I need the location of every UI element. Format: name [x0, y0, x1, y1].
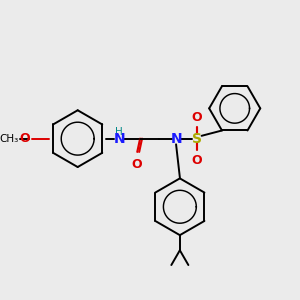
Text: N: N	[170, 132, 182, 145]
Text: O: O	[20, 132, 30, 145]
Text: O: O	[192, 110, 202, 124]
Text: S: S	[192, 132, 202, 145]
Text: O: O	[192, 154, 202, 167]
Text: H: H	[116, 127, 123, 137]
Text: O: O	[131, 158, 142, 171]
Text: CH₃: CH₃	[0, 134, 19, 144]
Text: N: N	[113, 132, 125, 145]
